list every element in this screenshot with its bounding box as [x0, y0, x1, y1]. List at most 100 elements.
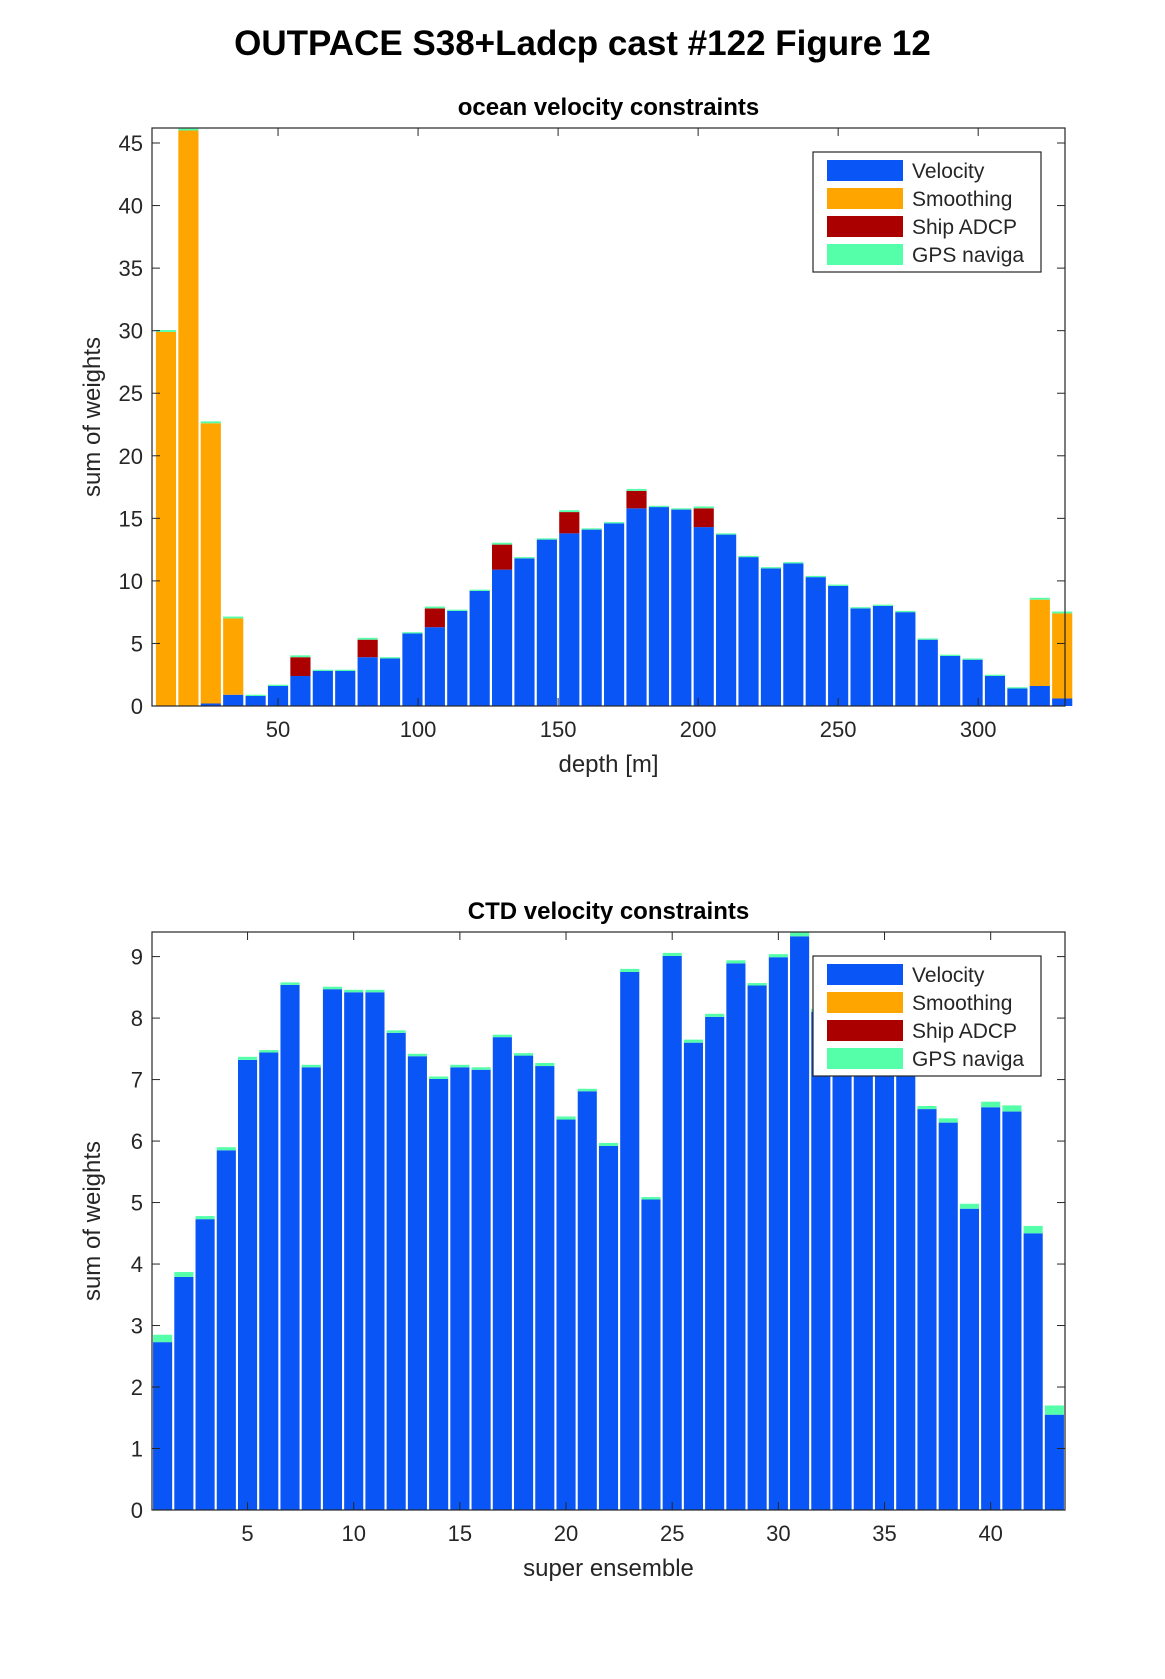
bar-segment-velocity-15: [469, 590, 490, 706]
y-tick-label: 8: [131, 1006, 143, 1031]
bar-segment-velocity-33: [832, 1024, 852, 1510]
bar-segment-gps-27: [705, 1013, 725, 1017]
bar-segment-velocity-33: [872, 605, 894, 706]
bar-segment-gps-25: [662, 952, 682, 956]
bar-segment-gps-41: [1052, 611, 1073, 614]
y-tick-label: 20: [119, 444, 143, 469]
legend-label-ship_adcp: Ship ADCP: [912, 1020, 1017, 1043]
bar-segment-gps-1: [155, 330, 177, 332]
bar-segment-gps-31: [828, 584, 849, 586]
legend-label-ship_adcp: Ship ADCP: [912, 216, 1017, 239]
bar-segment-velocity-25: [693, 527, 714, 706]
x-axis: 50 100 150 200 250 300: [266, 128, 997, 742]
bar-segment-velocity-40: [1029, 685, 1050, 706]
x-tick-label: 200: [680, 717, 717, 742]
bar-segment-velocity-12: [402, 633, 423, 706]
bar-segment-velocity-13: [424, 627, 445, 706]
bar-segment-velocity-22: [626, 508, 647, 706]
bar-segment-velocity-16: [471, 1069, 491, 1510]
bar-segment-gps-26: [683, 1039, 703, 1043]
bar-segment-gps-38: [984, 674, 1006, 676]
bar-segment-velocity-4: [216, 1150, 236, 1510]
bar-segment-velocity-36: [896, 1048, 916, 1510]
bar-segment-velocity-13: [407, 1056, 427, 1510]
bar-segment-velocity-36: [940, 655, 961, 706]
bar-segment-velocity-23: [620, 971, 640, 1510]
bar-segment-velocity-18: [514, 1055, 534, 1510]
legend-swatch-ship_adcp: [827, 216, 903, 237]
bar-segment-gps-23: [620, 968, 640, 972]
bar-segment-velocity-19: [535, 1066, 555, 1510]
bar-segment-gps-31: [790, 932, 810, 937]
bar-segment-smoothing-1: [155, 331, 177, 706]
y-tick-label: 5: [131, 1191, 143, 1216]
bar-segment-ship_adcp-16: [491, 544, 513, 570]
bar-segment-gps-40: [981, 1101, 1001, 1108]
bar-segment-velocity-11: [365, 992, 385, 1510]
bar-segment-gps-21: [577, 1088, 597, 1092]
bar-segment-velocity-37: [917, 1109, 937, 1510]
bar-segment-gps-30: [805, 575, 826, 578]
bar-segment-velocity-35: [917, 639, 938, 706]
figure-title: OUTPACE S38+Ladcp cast #122 Figure 12: [234, 24, 931, 63]
bar-segment-velocity-43: [1044, 1414, 1064, 1510]
bar-segment-velocity-29: [747, 985, 767, 1510]
y-tick-label: 40: [119, 194, 143, 219]
x-axis-label: depth [m]: [558, 751, 658, 778]
legend-swatch-smoothing: [827, 992, 903, 1013]
bar-segment-velocity-10: [357, 657, 378, 706]
y-axis-label: sum of weights: [79, 337, 106, 497]
bar-segment-gps-15: [450, 1064, 470, 1068]
bar-segment-gps-10: [344, 989, 364, 993]
x-tick-label: 300: [960, 717, 997, 742]
bar-segment-gps-26: [716, 533, 737, 535]
chart-panel-1: 50 100 150 200 250 300 0 5 10 15 20 25 30 35 40 45 ocean…: [79, 94, 1073, 778]
bar-segment-velocity-27: [705, 1016, 725, 1510]
legend-label-smoothing: Smoothing: [912, 992, 1012, 1015]
bar-segment-velocity-3: [195, 1219, 215, 1510]
bar-segment-velocity-16: [491, 569, 513, 706]
bar-segment-velocity-37: [962, 659, 983, 706]
bar-segment-gps-2: [174, 1272, 194, 1277]
bar-segment-gps-3: [200, 421, 221, 424]
bar-segment-gps-19: [535, 1062, 555, 1067]
bar-segment-gps-11: [379, 657, 401, 659]
legend-swatch-gps: [827, 244, 903, 265]
bar-segment-gps-12: [402, 632, 423, 634]
y-tick-label: 4: [131, 1252, 143, 1277]
bar-segment-gps-1: [153, 1334, 173, 1343]
bar-segment-velocity-26: [716, 534, 737, 706]
bar-segment-gps-37: [962, 658, 983, 660]
bar-segment-gps-38: [938, 1118, 958, 1123]
bar-segment-gps-40: [1029, 597, 1050, 600]
y-tick-label: 10: [119, 569, 143, 594]
bar-segment-velocity-21: [577, 1091, 597, 1510]
y-tick-label: 45: [119, 131, 143, 156]
bar-segment-gps-5: [245, 694, 266, 696]
bar-segment-gps-24: [671, 508, 692, 510]
legend: Velocity Smoothing Ship ADCP GPS naviga: [812, 151, 1042, 273]
y-tick-label: 35: [119, 256, 143, 281]
bar-segment-velocity-6: [267, 685, 289, 706]
bar-segment-gps-33: [872, 604, 894, 606]
bar-segment-gps-6: [267, 684, 289, 686]
bars: [153, 932, 1064, 1510]
x-tick-label: 20: [554, 1521, 578, 1546]
bar-segment-velocity-8: [312, 670, 333, 706]
bar-segment-velocity-15: [450, 1067, 470, 1510]
y-axis-label: sum of weights: [79, 1141, 106, 1301]
bar-segment-velocity-28: [760, 568, 782, 706]
x-tick-label: 100: [400, 717, 437, 742]
bar-segment-velocity-20: [581, 529, 602, 706]
bar-segment-gps-19: [559, 510, 580, 513]
bar-segment-gps-24: [641, 1197, 661, 1200]
legend-label-gps: GPS naviga: [912, 244, 1024, 267]
bar-segment-velocity-6: [259, 1052, 279, 1510]
x-tick-label: 35: [872, 1521, 896, 1546]
bar-segment-ship_adcp-13: [424, 608, 445, 628]
bar-segment-velocity-18: [536, 539, 557, 706]
bar-segment-gps-13: [407, 1053, 427, 1057]
bar-segment-gps-7: [290, 655, 311, 658]
bar-segment-gps-22: [598, 1142, 619, 1146]
chart-panel-2: 5 10 15 20 25 30 35 40 0 1 2 3 4 5 6 7 8 9 CTD velocity co…: [79, 898, 1066, 1582]
